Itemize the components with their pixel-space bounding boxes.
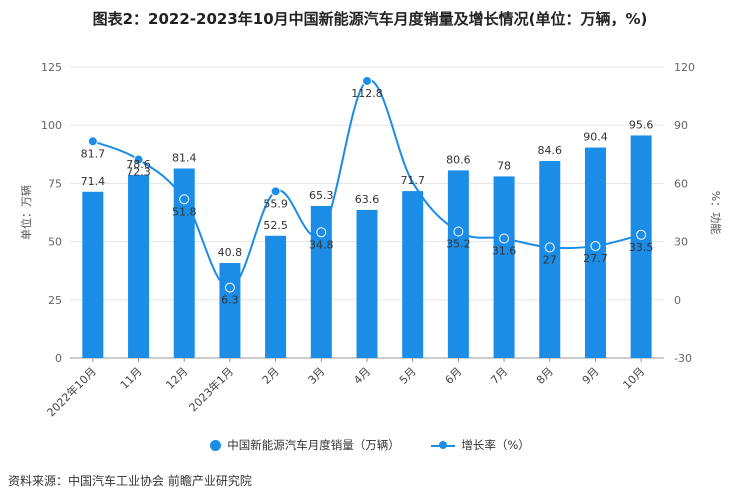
x-tick-label: 4月 [351,365,373,387]
x-tick-label: 6月 [443,365,465,387]
bar [82,191,104,358]
y-left-tick-label: 125 [41,61,62,74]
line-data-label: 72.3 [126,166,151,179]
bar-data-label: 65.3 [309,189,334,202]
bar [402,191,424,358]
bar-data-label: 95.6 [629,118,654,131]
line-data-label: 55.9 [263,197,288,210]
line-point [544,242,555,253]
line-point [179,194,190,205]
bar-data-label: 52.5 [263,219,288,232]
line-point [224,282,235,293]
bar [493,176,515,358]
y-right-tick-label: 0 [674,294,681,307]
x-tick-label: 11月 [118,365,145,392]
bar-data-label: 84.6 [538,144,563,157]
growth-line [92,79,642,289]
y-right-tick-label: 60 [674,177,688,190]
bar-data-label: 78.6 [126,158,151,171]
legend-label-growth: 增长率（%） [461,438,530,452]
x-tick-label: 2023年1月 [186,364,236,414]
line-point [499,233,510,244]
y-right-tick-label: -30 [674,352,692,365]
line-point [316,227,327,238]
line-data-label: 31.6 [492,244,517,257]
x-tick-label: 2022年10月 [44,364,99,419]
y-right-tick-label: 120 [674,61,695,74]
y-left-axis-title: 单位：万辆 [19,185,33,240]
line-point [362,75,372,86]
chart-title: 图表2：2022-2023年10月中国新能源汽车月度销量及增长情况(单位：万辆，… [92,10,648,28]
bar-data-label: 71.4 [81,175,106,188]
legend-item-sales[interactable]: 中国新能源汽车月度销量（万辆） [210,437,400,453]
x-tick-label: 12月 [163,365,190,392]
x-tick-label: 9月 [580,365,602,387]
bar-data-label: 40.8 [218,246,243,259]
line-data-label: 51.8 [172,205,197,218]
bar-data-label: 71.7 [400,174,425,187]
bar [539,161,561,358]
line-data-label: 35.2 [446,238,471,251]
x-tick-label: 2月 [260,365,282,387]
legend-swatch-bar [210,439,222,451]
legend-label-sales: 中国新能源汽车月度销量（万辆） [227,438,400,452]
y-right-tick-label: 30 [674,236,688,249]
y-left-tick-label: 0 [55,352,62,365]
bar [128,175,150,358]
x-tick-label: 8月 [534,365,556,387]
line-point [133,154,144,165]
x-tick-label: 10月 [620,365,647,392]
legend-swatch-line [431,440,456,451]
line-data-label: 34.8 [309,238,334,251]
bar [219,263,241,358]
line-point [270,186,281,197]
chart: 0 25 50 75 100 125 -30 0 30 60 90 120 单位：万辆 %：功能 2022年… [19,61,723,419]
y-left-tick-label: 25 [48,294,62,307]
line-point [636,229,647,240]
bar [630,135,652,358]
legend: 中国新能源汽车月度销量（万辆） 增长率（%） [0,437,740,454]
x-tick-label: 3月 [306,365,328,387]
line-point [590,241,601,252]
source-note: 资料来源：中国汽车工业协会 前瞻产业研究院 [8,474,252,488]
bar [265,235,287,358]
legend-item-growth[interactable]: 增长率（%） [431,437,530,453]
x-tick-label: 7月 [488,365,510,387]
line-point [87,136,98,147]
bar-data-label: 78 [497,159,511,172]
line-data-label: 27.7 [583,252,608,265]
y-left-tick-label: 75 [48,177,62,190]
line-data-label: 27 [543,253,557,266]
bar [173,168,195,358]
y-right-axis-title: %：功能 [709,191,723,234]
bar [310,205,332,358]
line-data-label: 6.3 [221,294,239,307]
bar-data-label: 81.4 [172,152,197,165]
y-right-tick-label: 90 [674,119,688,132]
y-left-tick-label: 50 [48,236,62,249]
bar-data-label: 90.4 [583,131,608,144]
line-data-label: 81.7 [81,147,106,160]
x-tick-label: 5月 [397,365,419,387]
bar [356,209,378,358]
line-point [453,226,464,237]
bar-data-label: 80.6 [446,153,471,166]
bar [584,147,606,358]
line-data-label: 33.5 [629,241,654,254]
bar [447,170,469,358]
bar-data-label: 63.6 [355,193,380,206]
line-data-label: 112.8 [351,87,383,100]
y-left-tick-label: 100 [41,119,62,132]
